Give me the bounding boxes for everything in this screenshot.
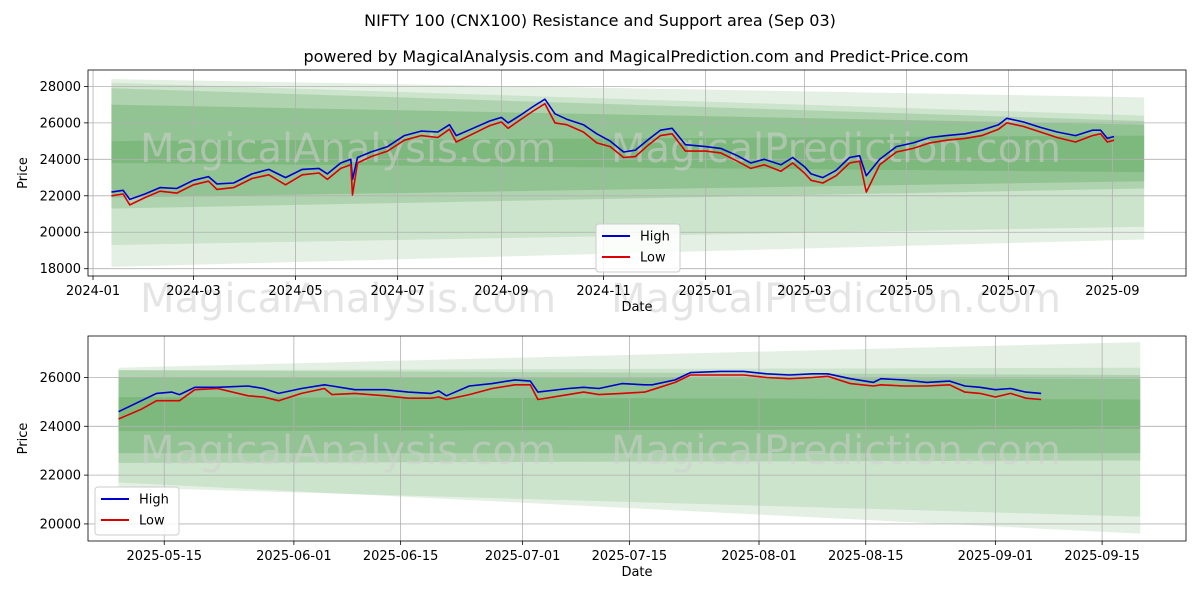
x-axis-label: Date <box>621 565 652 580</box>
y-tick-label: 22000 <box>40 189 81 204</box>
legend-label-high: High <box>139 493 169 508</box>
plot-frame <box>87 335 1187 542</box>
x-tick-label: 2025-06-15 <box>363 549 439 564</box>
series-line-high <box>118 370 1042 413</box>
legend: High Low <box>595 223 681 273</box>
y-tick-label: 22000 <box>40 469 81 484</box>
y-tick-label: 28000 <box>40 80 81 95</box>
watermark: MagicalPrediction.com <box>611 126 1061 172</box>
x-tick-label: 2025-07 <box>981 284 1035 299</box>
upper-panel: MagicalAnalysis.com MagicalPrediction.com… <box>16 69 1187 322</box>
x-tick-label: 2024-07 <box>370 284 424 299</box>
x-tick-label: 2024-05 <box>268 284 322 299</box>
x-tick-label: 2025-05-15 <box>126 549 202 564</box>
support-resistance-band <box>111 82 1145 246</box>
lower-panel: MagicalAnalysis.com MagicalPrediction.com… <box>16 335 1187 580</box>
watermark: MagicalPrediction.com <box>611 276 1061 322</box>
x-tick-label: 2024-03 <box>166 284 220 299</box>
y-tick-label: 20000 <box>40 226 81 241</box>
x-tick-label: 2025-09-01 <box>958 549 1034 564</box>
support-resistance-band <box>111 135 1145 173</box>
x-tick-label: 2024-01 <box>66 284 120 299</box>
y-tick-label: 18000 <box>40 262 81 277</box>
watermark: MagicalAnalysis.com <box>140 126 556 172</box>
x-tick-label: 2025-07-01 <box>485 549 561 564</box>
y-tick-label: 20000 <box>40 517 81 532</box>
plot-area: MagicalAnalysis.com MagicalPrediction.com <box>88 336 1186 541</box>
x-tick-label: 2025-08-15 <box>828 549 904 564</box>
y-tick-label: 24000 <box>40 420 81 435</box>
y-tick-label: 26000 <box>40 116 81 131</box>
y-tick-label: 24000 <box>40 153 81 168</box>
x-tick-label: 2025-09 <box>1085 284 1139 299</box>
series-line-low <box>111 102 1115 206</box>
x-axis-label: Date <box>621 300 652 315</box>
support-resistance-band <box>111 88 1145 209</box>
watermark: MagicalAnalysis.com <box>140 276 556 322</box>
x-tick-label: 2025-05 <box>879 284 933 299</box>
chart-title: NIFTY 100 (CNX100) Resistance and Suppor… <box>364 11 836 30</box>
x-tick-label: 2025-06-01 <box>256 549 332 564</box>
x-tick-label: 2025-03 <box>777 284 831 299</box>
legend-label-low: Low <box>640 251 666 266</box>
y-axis-label: Price <box>16 157 31 189</box>
x-tick-label: 2025-09-15 <box>1064 549 1140 564</box>
plot-frame <box>87 69 1187 277</box>
x-tick-label: 2025-08-01 <box>721 549 797 564</box>
legend-label-low: Low <box>139 514 165 529</box>
series-line-low <box>118 374 1042 420</box>
series-line-high <box>111 98 1115 201</box>
support-resistance-band <box>111 79 1145 267</box>
y-axis-label: Price <box>16 423 31 455</box>
x-tick-label: 2025-01 <box>678 284 732 299</box>
y-tick-label: 26000 <box>40 371 81 386</box>
x-tick-label: 2024-11 <box>576 284 630 299</box>
legend-label-high: High <box>640 230 670 245</box>
x-tick-label: 2024-09 <box>474 284 528 299</box>
legend: High Low <box>94 486 180 536</box>
watermark: MagicalPrediction.com <box>611 428 1061 474</box>
x-tick-label: 2025-07-15 <box>592 549 668 564</box>
plot-area: MagicalAnalysis.com MagicalPrediction.com <box>88 70 1186 276</box>
chart-subtitle: powered by MagicalAnalysis.com and Magic… <box>303 47 968 66</box>
watermark: MagicalAnalysis.com <box>140 428 556 474</box>
